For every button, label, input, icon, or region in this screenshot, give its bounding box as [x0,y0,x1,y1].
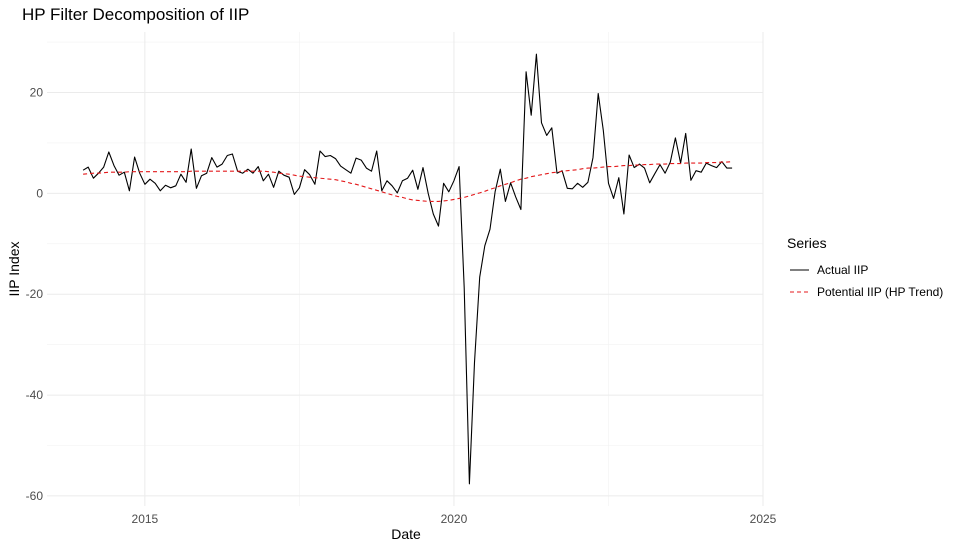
y-tick-label: -60 [26,489,44,503]
y-tick-label: 20 [30,86,44,100]
y-axis-tick-labels: -60 -40 -20 0 20 [26,86,44,503]
y-tick-label: -20 [26,287,44,301]
series-line-actual-iip [82,53,733,485]
minor-gridlines [47,32,763,506]
y-tick-label: 0 [36,186,43,200]
y-axis-title: IIP Index [6,241,22,296]
y-tick-label: -40 [26,388,44,402]
chart-title: HP Filter Decomposition of IIP [22,5,249,24]
x-axis-title: Date [391,526,421,542]
x-axis-tick-labels: 2015 2020 2025 [132,512,777,526]
x-tick-label: 2015 [132,512,159,526]
series-line-potential-iip-hp-trend [83,161,733,202]
major-gridlines [47,32,764,506]
legend-title: Series [787,235,827,251]
legend-label-actual: Actual IIP [817,263,868,277]
x-tick-label: 2025 [750,512,777,526]
legend: Series Actual IIP Potential IIP (HP Tren… [787,235,943,299]
series-layer [82,53,733,485]
legend-label-potential: Potential IIP (HP Trend) [817,285,943,299]
x-tick-label: 2020 [441,512,468,526]
